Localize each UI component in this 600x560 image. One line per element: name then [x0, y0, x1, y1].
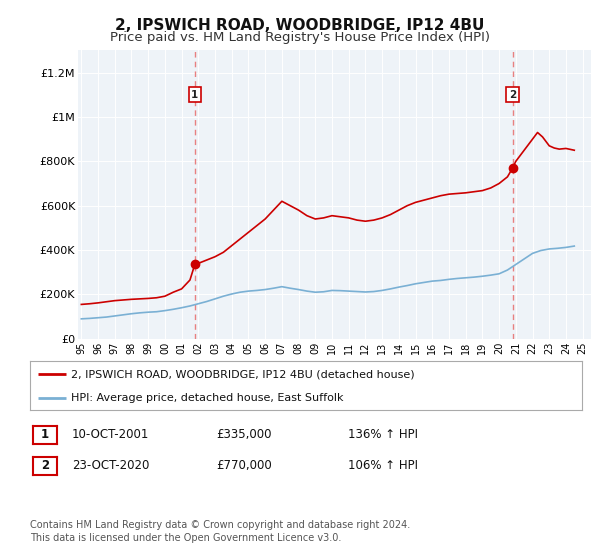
Text: 10-OCT-2001: 10-OCT-2001	[72, 428, 149, 441]
Text: This data is licensed under the Open Government Licence v3.0.: This data is licensed under the Open Gov…	[30, 533, 341, 543]
Text: 2: 2	[509, 90, 516, 100]
Text: 136% ↑ HPI: 136% ↑ HPI	[348, 428, 418, 441]
Text: Contains HM Land Registry data © Crown copyright and database right 2024.: Contains HM Land Registry data © Crown c…	[30, 520, 410, 530]
Text: Price paid vs. HM Land Registry's House Price Index (HPI): Price paid vs. HM Land Registry's House …	[110, 31, 490, 44]
Text: 2, IPSWICH ROAD, WOODBRIDGE, IP12 4BU: 2, IPSWICH ROAD, WOODBRIDGE, IP12 4BU	[115, 18, 485, 33]
Text: HPI: Average price, detached house, East Suffolk: HPI: Average price, detached house, East…	[71, 393, 344, 403]
Text: 2: 2	[41, 459, 49, 473]
Text: 23-OCT-2020: 23-OCT-2020	[72, 459, 149, 473]
Text: 1: 1	[41, 428, 49, 441]
Text: £770,000: £770,000	[216, 459, 272, 473]
Text: 106% ↑ HPI: 106% ↑ HPI	[348, 459, 418, 473]
Text: £335,000: £335,000	[216, 428, 271, 441]
Text: 1: 1	[191, 90, 199, 100]
Text: 2, IPSWICH ROAD, WOODBRIDGE, IP12 4BU (detached house): 2, IPSWICH ROAD, WOODBRIDGE, IP12 4BU (d…	[71, 370, 415, 380]
